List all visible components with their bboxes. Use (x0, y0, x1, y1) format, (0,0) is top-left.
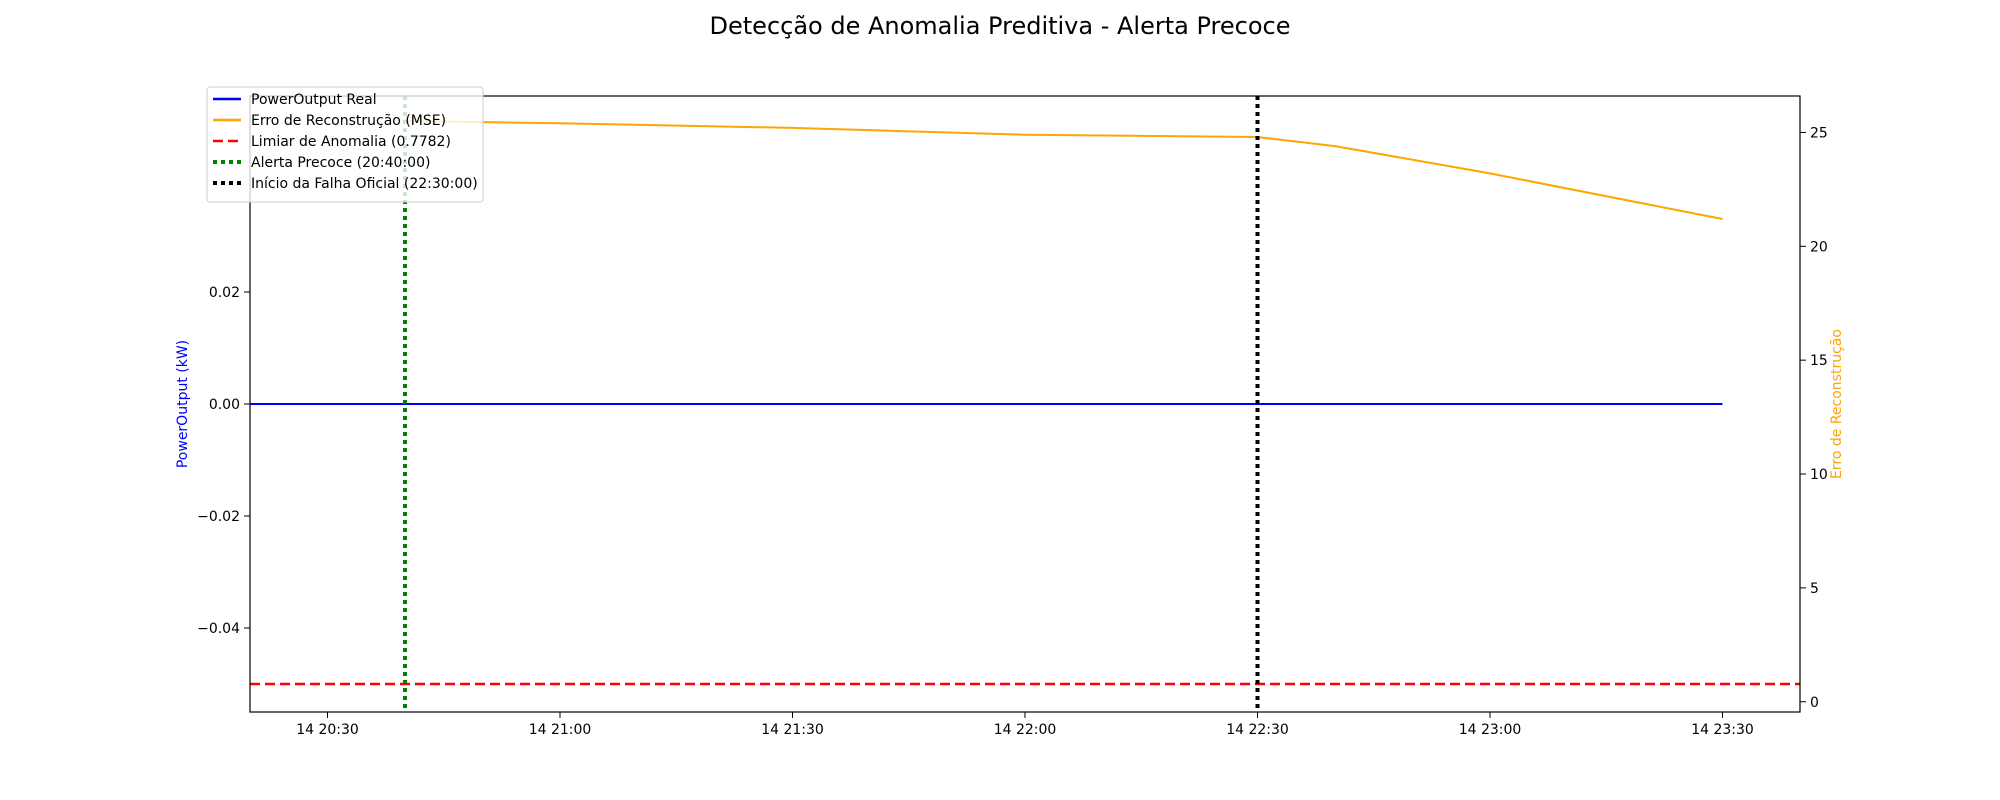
x-tick-label: 14 22:00 (994, 722, 1057, 738)
x-tick-label: 14 22:30 (1226, 722, 1289, 738)
x-tick-label: 14 23:30 (1691, 722, 1754, 738)
y-right-tick-label: 20 (1810, 239, 1828, 255)
x-tick-label: 14 20:30 (296, 722, 359, 738)
chart-title: Detecção de Anomalia Preditiva - Alerta … (710, 12, 1291, 40)
y-left-tick-label: 0.02 (209, 285, 240, 301)
legend-label: Alerta Precoce (20:40:00) (251, 155, 430, 171)
y-right-tick-label: 10 (1810, 467, 1828, 483)
y-right-tick-label: 0 (1810, 695, 1819, 711)
legend-label: Erro de Reconstrução (MSE) (251, 113, 446, 129)
legend-box (206, 86, 484, 203)
y-axis-left-label: PowerOutput (kW) (175, 340, 191, 468)
y-axis-right-label: Erro de Reconstrução (1829, 329, 1845, 479)
legend-label: Limiar de Anomalia (0.7782) (251, 134, 451, 150)
legend-label: PowerOutput Real (251, 92, 377, 108)
y-right-tick-label: 25 (1810, 125, 1828, 141)
y-left-tick-label: 0.00 (209, 397, 240, 413)
y-left-tick-label: −0.02 (197, 509, 240, 525)
x-tick-label: 14 23:00 (1459, 722, 1522, 738)
plot-area (250, 96, 1800, 712)
y-right-tick-label: 15 (1810, 353, 1828, 369)
axes: 14 20:30 14 21:00 14 21:30 14 22:00 14 22:30… (197, 125, 1828, 738)
y-left-tick-label: −0.04 (197, 621, 240, 637)
legend-label: Início da Falha Oficial (22:30:00) (251, 176, 478, 192)
y-right-tick-label: 5 (1810, 581, 1819, 597)
x-tick-label: 14 21:30 (761, 722, 824, 738)
x-tick-label: 14 21:00 (529, 722, 592, 738)
series-line-1 (404, 120, 1723, 220)
legend: PowerOutput Real Erro de Reconstrução (MS… (206, 86, 484, 203)
